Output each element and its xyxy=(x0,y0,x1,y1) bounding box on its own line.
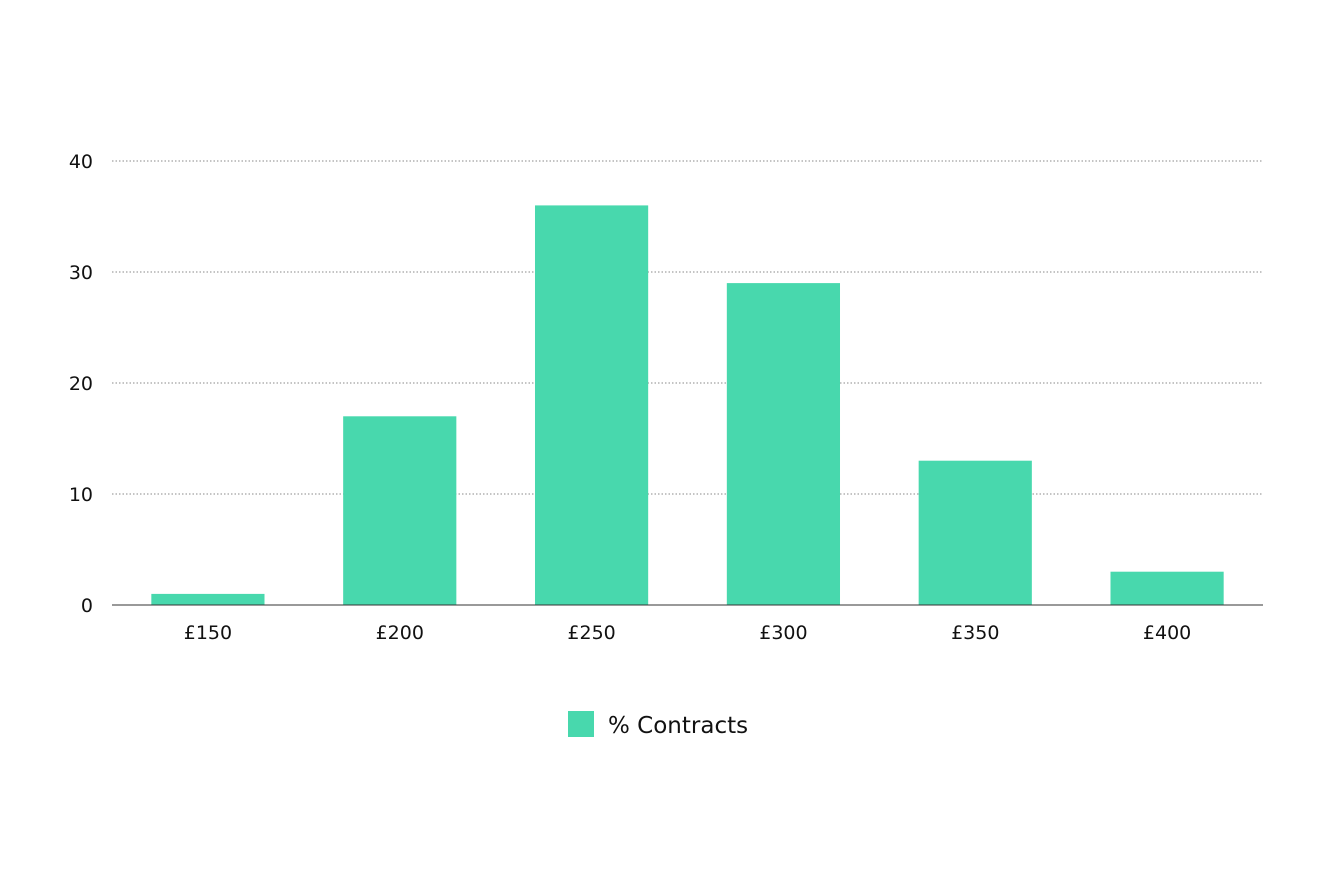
legend: % Contracts xyxy=(568,711,748,739)
x-tick-label: £300 xyxy=(759,622,807,644)
x-tick-label: £400 xyxy=(1143,622,1191,644)
grid-lines xyxy=(112,160,1263,495)
x-tick-label: £200 xyxy=(376,622,424,644)
bar xyxy=(726,283,841,605)
bar xyxy=(151,593,265,605)
bar xyxy=(534,205,649,605)
y-tick-label: 30 xyxy=(69,262,93,284)
y-tick-label: 10 xyxy=(69,484,93,506)
y-tick-label: 20 xyxy=(69,373,93,395)
legend-swatch xyxy=(568,711,594,737)
y-tick-label: 40 xyxy=(69,151,93,173)
x-tick-label: £150 xyxy=(184,622,232,644)
bar xyxy=(343,416,457,605)
legend-label: % Contracts xyxy=(608,713,748,739)
bar xyxy=(1110,571,1224,605)
bars xyxy=(151,205,1224,605)
y-axis-tick-labels: 0 10 20 30 40 xyxy=(69,151,93,617)
x-axis-tick-labels: £150 £200 £250 £300 £350 £400 xyxy=(184,622,1192,644)
x-tick-label: £350 xyxy=(951,622,999,644)
bar xyxy=(918,460,1032,605)
x-tick-label: £250 xyxy=(567,622,615,644)
y-tick-label: 0 xyxy=(81,595,93,617)
